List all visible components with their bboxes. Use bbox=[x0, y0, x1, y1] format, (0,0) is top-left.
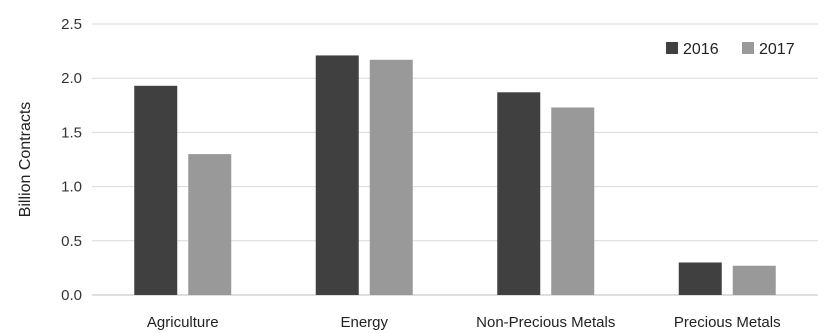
y-tick-label: 2.5 bbox=[61, 16, 82, 33]
y-tick-label: 1.0 bbox=[61, 179, 82, 196]
legend-swatch bbox=[742, 42, 754, 54]
legend-label: 2017 bbox=[759, 41, 795, 58]
y-axis-ticks: 0.0 0.5 1.0 1.5 2.0 2.5 bbox=[61, 16, 82, 304]
y-tick-label: 2.0 bbox=[61, 70, 82, 87]
bar-2017-agriculture bbox=[188, 154, 232, 295]
bar-2017-energy bbox=[369, 59, 413, 295]
legend-label: 2016 bbox=[683, 41, 719, 58]
y-tick-label: 0.5 bbox=[61, 233, 82, 250]
bar-2016-precious-metals bbox=[678, 262, 722, 295]
legend-swatch bbox=[666, 42, 678, 54]
bar-2017-non-precious-metals bbox=[551, 107, 595, 295]
x-category-label: Precious Metals bbox=[674, 314, 781, 331]
bars bbox=[134, 55, 776, 296]
y-tick-label: 0.0 bbox=[61, 287, 82, 304]
y-tick-label: 1.5 bbox=[61, 124, 82, 141]
legend: 2016 2017 bbox=[666, 41, 795, 58]
bar-2017-precious-metals bbox=[732, 265, 776, 295]
x-axis-categories: Agriculture Energy Non-Precious Metals Prec… bbox=[147, 314, 781, 331]
y-axis-label: Billion Contracts bbox=[17, 102, 34, 218]
bar-2016-agriculture bbox=[134, 85, 178, 296]
x-category-label: Agriculture bbox=[147, 314, 219, 331]
bar-2016-energy bbox=[315, 55, 359, 295]
x-category-label: Non-Precious Metals bbox=[476, 314, 615, 331]
x-category-label: Energy bbox=[340, 314, 388, 331]
bar-2016-non-precious-metals bbox=[497, 92, 541, 296]
